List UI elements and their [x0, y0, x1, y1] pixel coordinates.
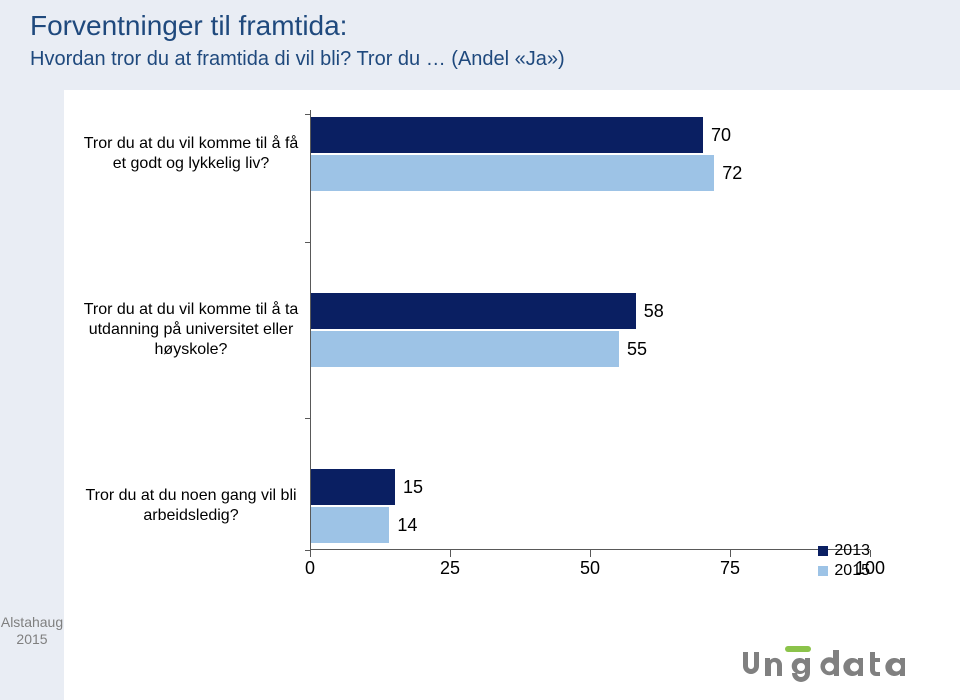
- legend: 2013 2015: [818, 540, 870, 580]
- x-tick-label: 50: [580, 558, 600, 579]
- bar-value: 14: [397, 507, 417, 543]
- bar-value: 72: [722, 155, 742, 191]
- header: Forventninger til framtida: Hvordan tror…: [0, 0, 960, 90]
- bar: [311, 331, 619, 367]
- x-axis: 0255075100: [310, 552, 870, 582]
- x-tick-label: 25: [440, 558, 460, 579]
- strip-line2: 2015: [0, 631, 64, 648]
- page-title: Forventninger til framtida:: [30, 10, 930, 42]
- legend-item: 2015: [818, 562, 870, 580]
- legend-item: 2013: [818, 542, 870, 560]
- bar: [311, 293, 636, 329]
- chart: Tror du at du vil komme til å få et godt…: [80, 110, 880, 590]
- page-subtitle: Hvordan tror du at framtida di vil bli? …: [30, 48, 930, 71]
- bar: [311, 117, 703, 153]
- bar: [311, 155, 714, 191]
- bar-value: 58: [644, 293, 664, 329]
- legend-swatch: [818, 566, 828, 576]
- strip-line1: Alstahaug: [0, 614, 64, 631]
- category-label: Tror du at du vil komme til å ta utdanni…: [81, 293, 301, 367]
- bar: [311, 507, 389, 543]
- legend-label: 2013: [834, 542, 870, 560]
- bar-value: 55: [627, 331, 647, 367]
- category-label: Tror du at du vil komme til å få et godt…: [81, 117, 301, 191]
- strip-label: Alstahaug 2015: [0, 614, 64, 648]
- legend-label: 2015: [834, 562, 870, 580]
- x-tick-label: 75: [720, 558, 740, 579]
- x-tick-label: 0: [305, 558, 315, 579]
- bar-value: 70: [711, 117, 731, 153]
- legend-swatch: [818, 546, 828, 556]
- bar-value: 15: [403, 469, 423, 505]
- ungdata-logo: [735, 642, 935, 682]
- left-strip: Alstahaug 2015: [0, 0, 64, 700]
- category-label: Tror du at du noen gang vil bli arbeidsl…: [81, 469, 301, 543]
- plot-area: Tror du at du vil komme til å få et godt…: [310, 110, 870, 550]
- bar: [311, 469, 395, 505]
